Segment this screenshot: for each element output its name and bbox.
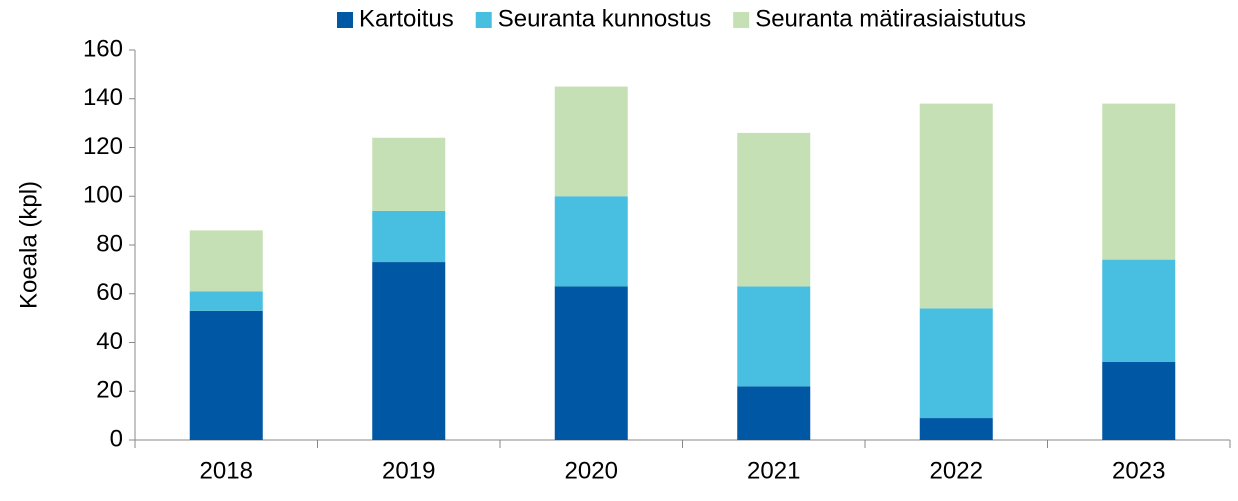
legend-label: Kartoitus: [359, 5, 454, 32]
x-tick-label: 2021: [747, 457, 800, 484]
bar-segment: [189, 230, 263, 292]
bar-segment: [554, 196, 628, 287]
y-tick-label: 40: [96, 328, 123, 355]
bar-segment: [1102, 362, 1176, 440]
bar-segment: [919, 103, 993, 309]
bar-segment: [189, 310, 263, 440]
bar-segment: [919, 308, 993, 419]
bar-segment: [737, 386, 811, 440]
bar-segment: [554, 286, 628, 440]
legend-swatch: [475, 12, 492, 28]
bar-segment: [737, 286, 811, 387]
bar-segment: [1102, 259, 1176, 362]
bar-segment: [372, 210, 446, 263]
legend-swatch: [733, 12, 750, 28]
bar-segment: [554, 86, 628, 197]
y-tick-label: 140: [83, 84, 123, 111]
x-tick-label: 2018: [200, 457, 253, 484]
x-tick-label: 2019: [382, 457, 435, 484]
bar-segment: [919, 418, 993, 440]
y-tick-label: 20: [96, 377, 123, 404]
legend-label: Seuranta kunnostus: [498, 5, 711, 32]
y-axis-label: Koeala (kpl): [15, 181, 42, 309]
legend-label: Seuranta mätirasiaistutus: [755, 5, 1026, 32]
bar-segment: [372, 262, 446, 440]
x-tick-label: 2023: [1112, 457, 1165, 484]
y-tick-label: 100: [83, 182, 123, 209]
y-tick-label: 120: [83, 133, 123, 160]
y-tick-label: 0: [110, 425, 123, 452]
bar-segment: [737, 132, 811, 287]
bar-segment: [1102, 103, 1176, 260]
y-tick-label: 80: [96, 230, 123, 257]
x-tick-label: 2020: [565, 457, 618, 484]
y-tick-label: 160: [83, 35, 123, 62]
x-tick-label: 2022: [930, 457, 983, 484]
legend-swatch: [337, 12, 353, 28]
y-tick-label: 60: [96, 279, 123, 306]
bar-segment: [372, 137, 446, 211]
bar-segment: [189, 291, 263, 311]
